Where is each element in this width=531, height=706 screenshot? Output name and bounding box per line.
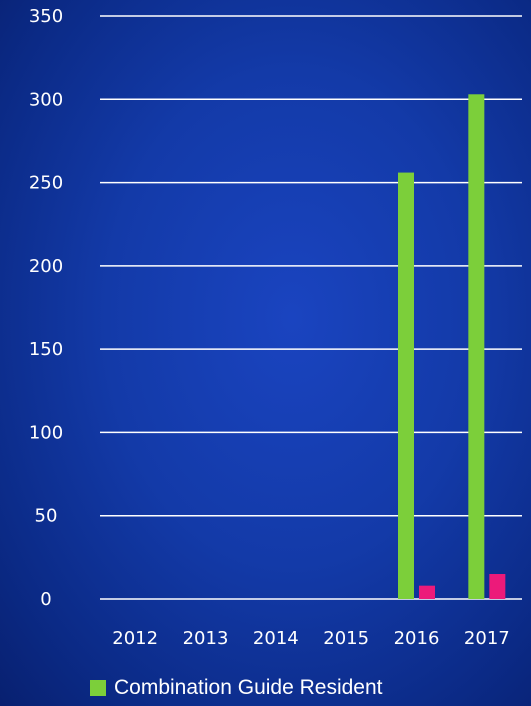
x-tick-label: 2012	[112, 628, 158, 649]
x-axis-tick-labels: 2012 2013 2014 2015 2016 2017	[112, 628, 509, 649]
bar-series-1-2016	[398, 172, 414, 599]
y-tick-label: 250	[29, 173, 63, 194]
gridlines	[100, 15, 522, 600]
x-tick-label: 2017	[464, 628, 510, 649]
bars	[398, 94, 506, 599]
x-tick-label: 2015	[323, 628, 369, 649]
bar-series-2-2017	[489, 574, 506, 599]
legend: Combination Guide Resident	[90, 677, 383, 698]
legend-label: Combination Guide Resident	[114, 676, 383, 699]
y-tick-label: 150	[29, 339, 63, 360]
x-tick-label: 2013	[183, 628, 229, 649]
y-tick-label: 350	[29, 6, 63, 27]
y-axis-tick-labels: 0 50 100 150 200 250 300 350	[29, 6, 63, 610]
bar-series-2-2016	[419, 585, 435, 599]
y-tick-label: 50	[35, 506, 58, 527]
y-tick-label: 100	[29, 422, 63, 443]
y-tick-label: 300	[29, 89, 63, 110]
y-tick-label: 0	[40, 589, 51, 610]
legend-swatch	[90, 679, 106, 696]
y-tick-label: 200	[29, 256, 63, 277]
x-tick-label: 2016	[394, 628, 440, 649]
bar-series-1-2017	[468, 94, 485, 599]
x-tick-label: 2014	[253, 628, 299, 649]
